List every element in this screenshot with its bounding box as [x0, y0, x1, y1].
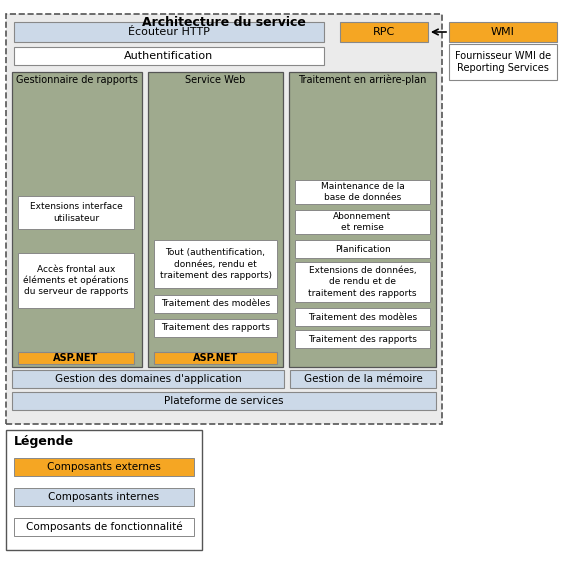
Bar [295, 308, 430, 326]
Text: Authentification: Authentification [125, 51, 213, 61]
Text: RPC: RPC [373, 27, 395, 37]
Text: Plateforme de services: Plateforme de services [164, 396, 284, 406]
Bar [295, 262, 430, 302]
Bar [18, 253, 134, 308]
Bar [18, 352, 134, 364]
Bar [340, 22, 428, 42]
Bar [12, 72, 142, 367]
Bar [154, 295, 277, 313]
Bar [148, 72, 283, 367]
Bar [12, 392, 436, 410]
Bar [295, 240, 430, 258]
Bar [14, 488, 194, 506]
Text: Fournisseur WMI de
Reporting Services: Fournisseur WMI de Reporting Services [455, 51, 551, 73]
Bar [14, 47, 324, 65]
Text: ASP.NET: ASP.NET [193, 353, 238, 363]
Text: Composants externes: Composants externes [47, 462, 161, 472]
Text: Traitement en arrière-plan: Traitement en arrière-plan [298, 75, 427, 85]
Text: Traitement des modèles: Traitement des modèles [161, 300, 270, 309]
Text: Composants internes: Composants internes [49, 492, 160, 502]
Text: Composants de fonctionnalité: Composants de fonctionnalité [25, 522, 182, 532]
Bar [154, 240, 277, 288]
Bar [12, 370, 284, 388]
Text: Extensions de données,
de rendu et de
traitement des rapports: Extensions de données, de rendu et de tr… [308, 266, 417, 298]
Text: Extensions interface
utilisateur: Extensions interface utilisateur [29, 203, 122, 222]
Bar [154, 352, 277, 364]
Bar [14, 518, 194, 536]
Text: Écouteur HTTP: Écouteur HTTP [128, 27, 210, 37]
Text: Abonnement
et remise: Abonnement et remise [333, 212, 392, 232]
Bar [14, 458, 194, 476]
Bar [154, 319, 277, 337]
Text: Tout (authentification,
données, rendu et
traitement des rapports): Tout (authentification, données, rendu e… [160, 248, 272, 280]
Bar [449, 44, 557, 80]
Text: Traitement des modèles: Traitement des modèles [308, 312, 417, 321]
Text: Maintenance de la
base de données: Maintenance de la base de données [320, 182, 404, 202]
Text: Légende: Légende [14, 436, 74, 449]
Text: Gestionnaire de rapports: Gestionnaire de rapports [16, 75, 138, 85]
Bar [18, 196, 134, 229]
Text: Architecture du service: Architecture du service [142, 16, 306, 29]
Text: WMI: WMI [491, 27, 515, 37]
Bar [295, 210, 430, 234]
Text: Gestion de la mémoire: Gestion de la mémoire [303, 374, 422, 384]
Bar [6, 430, 202, 550]
Bar [295, 330, 430, 348]
Bar [290, 370, 436, 388]
Text: Traitement des rapports: Traitement des rapports [308, 334, 417, 343]
Text: Gestion des domaines d'application: Gestion des domaines d'application [55, 374, 241, 384]
Text: Traitement des rapports: Traitement des rapports [161, 324, 270, 333]
Bar [289, 72, 436, 367]
Bar [449, 22, 557, 42]
Text: Service Web: Service Web [185, 75, 246, 85]
Text: Planification: Planification [335, 244, 391, 253]
Text: ASP.NET: ASP.NET [53, 353, 98, 363]
Bar [6, 14, 442, 424]
Bar [14, 22, 324, 42]
Bar [295, 180, 430, 204]
Text: Accès frontal aux
éléments et opérations
du serveur de rapports: Accès frontal aux éléments et opérations… [23, 265, 128, 297]
